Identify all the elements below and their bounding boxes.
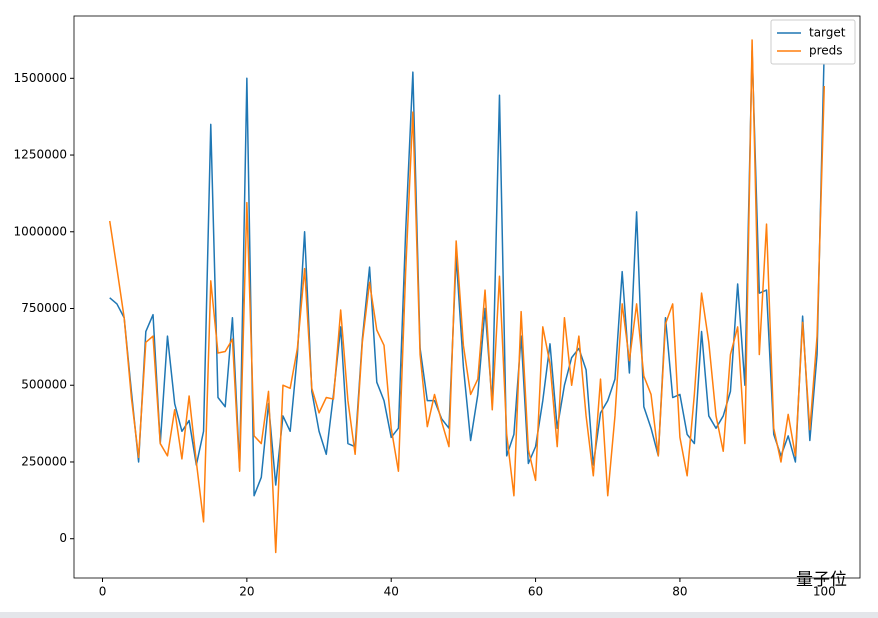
x-tick-label: 20 (239, 585, 254, 599)
line-series (109, 47, 826, 497)
window-border (0, 612, 878, 618)
x-tick-label: 40 (384, 585, 399, 599)
legend-label: preds (809, 44, 843, 58)
y-tick-label: 500000 (21, 378, 67, 392)
watermark: 量子位 (796, 570, 847, 590)
legend-label: target (809, 26, 846, 40)
x-tick-label: 60 (528, 585, 543, 599)
legend-box (770, 19, 856, 65)
y-tick-label: 1000000 (14, 224, 67, 238)
x-tick-label: 0 (99, 585, 107, 599)
x-tick-label: 100 (813, 585, 836, 599)
x-tick-label: 80 (672, 585, 687, 599)
plot-frame (73, 15, 861, 579)
line-series (108, 39, 826, 554)
y-tick-label: 1250000 (14, 148, 67, 162)
y-tick-label: 250000 (21, 454, 67, 468)
y-tick-label: 750000 (21, 301, 67, 315)
y-tick-label: 1500000 (14, 71, 67, 85)
y-tick-label: 0 (59, 531, 67, 545)
